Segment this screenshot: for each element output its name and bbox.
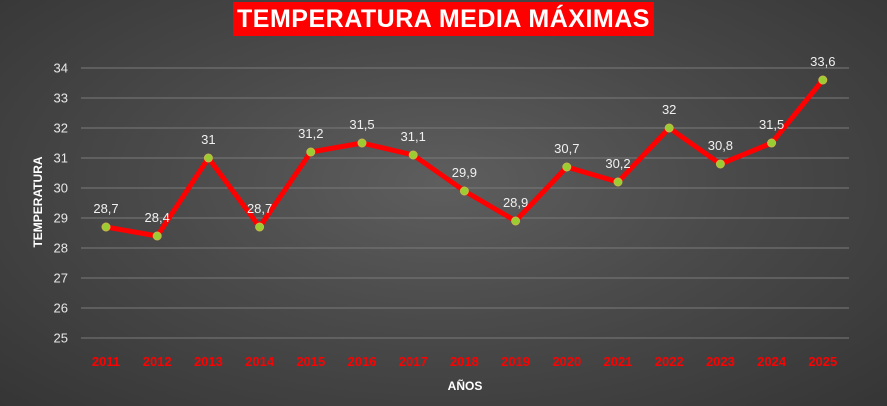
x-tick-label: 2013 (194, 354, 223, 369)
data-label: 33,6 (810, 54, 835, 69)
y-tick-label: 27 (54, 271, 68, 286)
y-tick-label: 28 (54, 241, 68, 256)
data-point (613, 177, 623, 187)
data-point (818, 75, 828, 85)
x-tick-label: 2020 (552, 354, 581, 369)
data-point (562, 162, 572, 172)
data-point (357, 138, 367, 148)
y-tick-label: 33 (54, 91, 68, 106)
data-label: 32 (662, 102, 676, 117)
data-label: 31,2 (298, 126, 323, 141)
data-point (408, 150, 418, 160)
data-point (511, 216, 521, 226)
y-tick-label: 26 (54, 301, 68, 316)
chart-title: TEMPERATURA MEDIA MÁXIMAS (233, 2, 654, 36)
data-point (715, 159, 725, 169)
data-point (459, 186, 469, 196)
data-point (152, 231, 162, 241)
data-point (203, 153, 213, 163)
x-tick-label: 2011 (92, 354, 120, 369)
data-points (101, 75, 828, 241)
x-axis-ticks: 2011 2012 2013 2014 2015 2016 2017 2018 2019 2020… (92, 354, 837, 369)
y-axis-label: TEMPERATURA (31, 156, 45, 247)
y-tick-label: 25 (54, 331, 68, 346)
x-tick-label: 2015 (296, 354, 325, 369)
data-point (255, 222, 265, 232)
x-tick-label: 2016 (348, 354, 377, 369)
data-label: 29,9 (452, 165, 477, 180)
data-label: 30,7 (554, 141, 579, 156)
y-tick-label: 29 (54, 211, 68, 226)
x-tick-label: 2014 (245, 354, 275, 369)
x-axis-label: AÑOS (448, 378, 483, 393)
data-point (306, 147, 316, 157)
data-label: 28,7 (247, 201, 272, 216)
data-point (767, 138, 777, 148)
data-label: 31,5 (349, 117, 374, 132)
x-tick-label: 2012 (143, 354, 172, 369)
x-tick-label: 2018 (450, 354, 479, 369)
data-point (101, 222, 111, 232)
y-tick-label: 34 (54, 61, 68, 76)
data-label: 30,2 (605, 156, 630, 171)
x-tick-label: 2021 (604, 354, 633, 369)
data-label: 31,5 (759, 117, 784, 132)
data-point (664, 123, 674, 133)
data-label: 28,7 (93, 201, 118, 216)
data-label: 30,8 (708, 138, 733, 153)
y-tick-label: 30 (54, 181, 68, 196)
data-label: 31,1 (401, 129, 426, 144)
grid-lines (81, 67, 849, 339)
x-tick-label: 2017 (399, 354, 428, 369)
x-tick-label: 2022 (655, 354, 684, 369)
x-tick-label: 2025 (808, 354, 837, 369)
x-tick-label: 2019 (501, 354, 530, 369)
y-tick-label: 31 (54, 151, 68, 166)
y-axis-ticks: 25 26 27 28 29 30 31 32 33 34 (54, 61, 68, 346)
data-label: 28,4 (145, 210, 170, 225)
data-labels: 28,7 28,4 31 28,7 31,2 31,5 31,1 29,9 28,9 30,7 30… (93, 54, 835, 225)
data-label: 28,9 (503, 195, 528, 210)
x-tick-label: 2024 (757, 354, 787, 369)
y-tick-label: 32 (54, 121, 68, 136)
x-tick-label: 2023 (706, 354, 735, 369)
data-label: 31 (201, 132, 215, 147)
